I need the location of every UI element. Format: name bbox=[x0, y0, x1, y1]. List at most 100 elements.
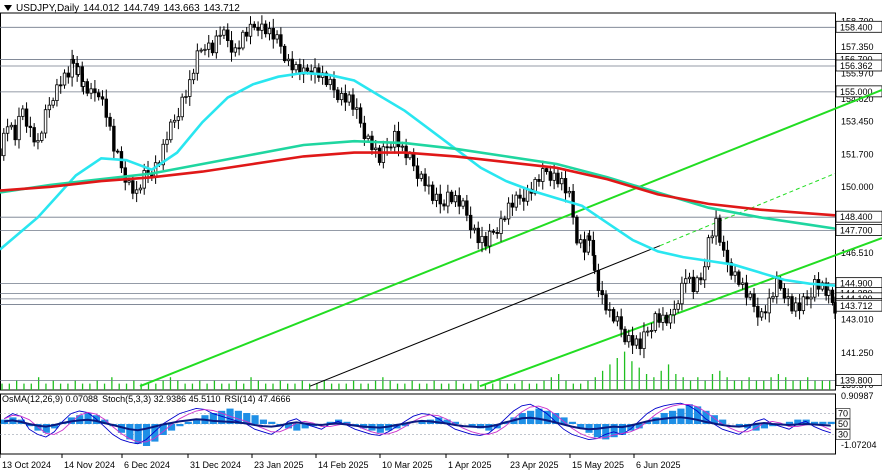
osma-label: OsMA(12,26,9) 0.07088 bbox=[2, 394, 99, 404]
level-label-box bbox=[835, 224, 882, 236]
candle-body bbox=[161, 143, 165, 166]
candle-body bbox=[267, 28, 272, 35]
candle-body bbox=[763, 311, 768, 314]
ma-fast-line bbox=[0, 71, 836, 287]
candle-body bbox=[646, 330, 650, 333]
candle-body bbox=[131, 180, 135, 194]
osma-bar bbox=[685, 404, 693, 424]
y-tick-label: 151.700 bbox=[841, 150, 874, 160]
osma-bar bbox=[218, 410, 226, 424]
candle-body bbox=[134, 189, 139, 194]
candle-body bbox=[687, 276, 692, 280]
low-value: 143.663 bbox=[163, 3, 200, 14]
chevron-down-icon[interactable] bbox=[4, 5, 12, 12]
candle-body bbox=[630, 335, 635, 346]
x-tick-label: 14 Nov 2024 bbox=[64, 460, 115, 470]
y-tick-label: 157.350 bbox=[841, 42, 874, 52]
candle-body bbox=[153, 162, 158, 177]
candle-body bbox=[813, 279, 817, 298]
candle-body bbox=[676, 303, 680, 310]
candle-body bbox=[771, 295, 775, 299]
candle-body bbox=[514, 194, 518, 208]
candle-body bbox=[275, 34, 279, 40]
osma-bar bbox=[560, 417, 568, 424]
candle-body bbox=[438, 193, 442, 205]
candle-body bbox=[324, 72, 329, 86]
candle-body bbox=[290, 58, 294, 71]
y-tick-label: 146.510 bbox=[841, 248, 874, 258]
ma-mid-line bbox=[0, 139, 836, 230]
osma-bar bbox=[635, 424, 643, 429]
osma-bar bbox=[284, 424, 293, 429]
level-label-box bbox=[835, 210, 882, 223]
osma-bar bbox=[268, 421, 276, 424]
candle-body bbox=[142, 170, 146, 189]
osma-bar bbox=[694, 406, 702, 424]
chart-header: USDJPY,Daily 144.012 144.749 143.663 143.712 bbox=[4, 3, 244, 14]
candle-body bbox=[691, 276, 696, 293]
channel-line bbox=[309, 245, 661, 387]
x-tick-label: 6 Dec 2024 bbox=[124, 460, 170, 470]
osma-bar bbox=[51, 424, 59, 429]
candle-body bbox=[237, 47, 241, 50]
osma-bar bbox=[435, 417, 443, 424]
osma-bar bbox=[243, 413, 251, 424]
candle-body bbox=[286, 58, 291, 62]
candle-body bbox=[76, 66, 81, 75]
indicator-header: OsMA(12,26,9) 0.07088 Stoch(5,3,3) 32.938… bbox=[2, 394, 295, 404]
candle-body bbox=[604, 294, 608, 311]
candle-body bbox=[830, 289, 835, 303]
candle-body bbox=[104, 98, 108, 118]
candle-body bbox=[305, 67, 310, 72]
osma-bar bbox=[810, 421, 819, 424]
channel-line bbox=[479, 237, 882, 388]
candle-body bbox=[465, 200, 469, 216]
candle-body bbox=[714, 217, 718, 237]
candle-body bbox=[89, 88, 93, 94]
candle-body bbox=[248, 23, 253, 37]
osma-bar bbox=[126, 424, 134, 440]
candle-body bbox=[752, 293, 756, 307]
level-label-box bbox=[835, 374, 882, 386]
osma-bar bbox=[259, 419, 267, 424]
candle-body bbox=[653, 313, 658, 331]
osma-bar bbox=[794, 419, 802, 424]
indicator-level-box bbox=[835, 418, 851, 430]
osma-bar bbox=[234, 410, 242, 424]
candle-body bbox=[96, 92, 101, 98]
main-plot-frame bbox=[0, 12, 836, 391]
osma-bar bbox=[84, 413, 92, 424]
osma-bar bbox=[42, 424, 50, 433]
osma-bar bbox=[535, 408, 543, 424]
candle-body bbox=[615, 316, 620, 322]
candle-body bbox=[484, 235, 488, 247]
candle-body bbox=[672, 308, 677, 316]
osma-bar bbox=[184, 421, 192, 424]
osma-bar bbox=[451, 421, 460, 424]
candle-body bbox=[702, 266, 707, 281]
candle-body bbox=[21, 108, 25, 117]
candle-body bbox=[541, 168, 545, 182]
candle-body bbox=[695, 277, 699, 293]
y-tick-label: 150.000 bbox=[841, 182, 874, 192]
osma-bar bbox=[602, 424, 610, 440]
candle-body bbox=[343, 92, 348, 103]
osma-bar bbox=[209, 413, 217, 424]
candle-body bbox=[393, 130, 397, 148]
indicator-level-label: 30 bbox=[838, 429, 848, 439]
candle-body bbox=[596, 269, 601, 291]
candle-body bbox=[5, 126, 10, 134]
candle-body bbox=[487, 230, 492, 247]
candle-body bbox=[127, 180, 131, 183]
osma-bar bbox=[26, 424, 34, 427]
candle-body bbox=[548, 171, 553, 181]
indicator-level-box bbox=[835, 408, 851, 419]
candle-body bbox=[638, 338, 642, 350]
candle-body bbox=[100, 96, 105, 100]
candle-body bbox=[826, 289, 831, 296]
candle-body bbox=[759, 311, 764, 318]
level-label: 148.400 bbox=[840, 212, 873, 222]
osma-bar bbox=[760, 424, 768, 429]
candle-body bbox=[229, 40, 234, 53]
